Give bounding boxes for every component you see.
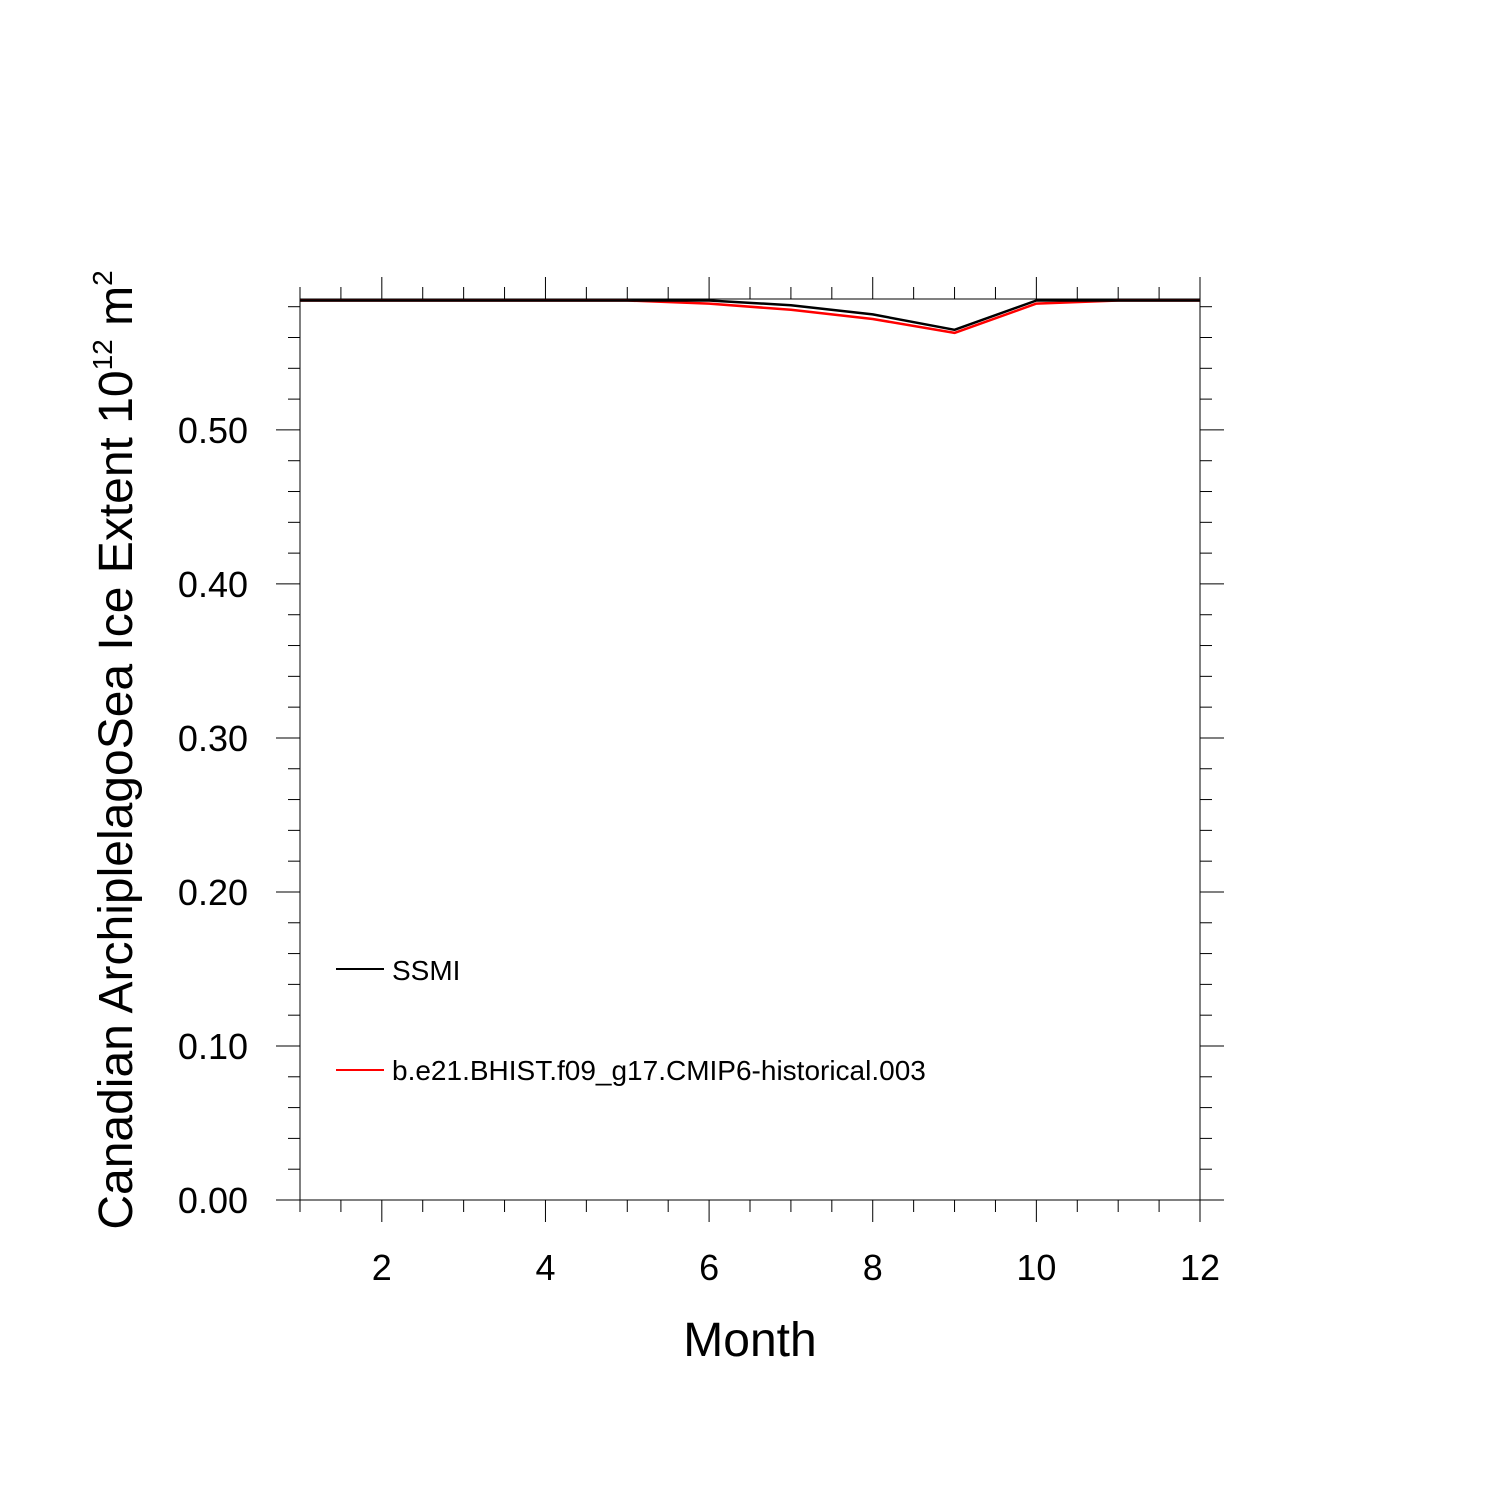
series-line-0	[300, 299, 1200, 332]
series-line-1	[300, 299, 1200, 335]
x-tick-labels: 2 4 6 8 10 12	[372, 1247, 1220, 1288]
y-axis-label-unit-exponent: 2	[87, 270, 118, 286]
legend-label-model: b.e21.BHIST.f09_g17.CMIP6-historical.003	[392, 1055, 926, 1086]
x-tick-label: 2	[372, 1247, 392, 1288]
x-tick-label: 6	[699, 1247, 719, 1288]
y-axis-label-unit: m	[90, 286, 143, 339]
y-tick-label: 0.10	[178, 1026, 248, 1067]
y-axis-label-exponent: 12	[87, 339, 118, 370]
y-tick-label: 0.30	[178, 718, 248, 759]
y-tick-label: 0.00	[178, 1180, 248, 1221]
y-axis-label-text: Canadian ArchiplelagoSea Ice Extent 10	[90, 370, 143, 1229]
axis-ticks	[276, 277, 1224, 1222]
x-tick-label: 10	[1016, 1247, 1056, 1288]
y-tick-label: 0.40	[178, 564, 248, 605]
series-lines	[300, 299, 1200, 335]
x-tick-label: 12	[1180, 1247, 1220, 1288]
y-tick-labels: 0.00 0.10 0.20 0.30 0.40 0.50	[178, 410, 248, 1221]
y-tick-label: 0.20	[178, 872, 248, 913]
y-tick-label: 0.50	[178, 410, 248, 451]
y-axis-label: Canadian ArchiplelagoSea Ice Extent 1012…	[87, 270, 143, 1229]
x-tick-label: 4	[535, 1247, 555, 1288]
x-tick-label: 8	[863, 1247, 883, 1288]
x-axis-label: Month	[683, 1314, 816, 1367]
legend: SSMI b.e21.BHIST.f09_g17.CMIP6-historica…	[336, 955, 926, 1086]
legend-label-ssmi: SSMI	[392, 955, 460, 986]
